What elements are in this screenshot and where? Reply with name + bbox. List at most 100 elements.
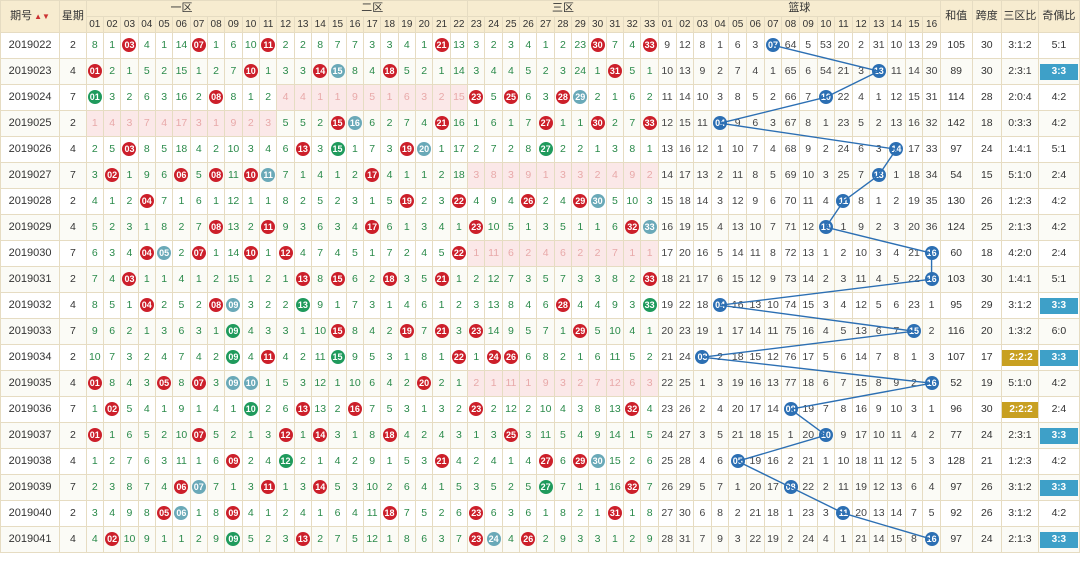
miss-cell: 3	[241, 474, 260, 501]
miss-cell: 4	[415, 240, 434, 267]
miss-count: 3	[508, 39, 514, 51]
ratio3-value: 5:1:0	[1001, 370, 1039, 397]
miss-cell: 3	[189, 110, 208, 137]
miss-count: 5	[282, 117, 289, 129]
miss-count: 3	[386, 143, 393, 155]
miss-cell: 6	[501, 240, 521, 267]
miss-cell: 9	[501, 318, 521, 345]
miss-cell: 5	[484, 474, 503, 501]
ball-cell: 29	[571, 84, 590, 111]
miss-count: 3	[928, 351, 935, 363]
miss-cell: 2	[623, 526, 642, 553]
miss-count: 2	[473, 143, 480, 155]
miss-count: 14	[855, 351, 867, 363]
miss-cell: 6	[816, 370, 836, 397]
miss-count: 2	[734, 507, 741, 519]
miss-count: 8	[594, 403, 601, 415]
miss-cell: 4	[102, 500, 122, 527]
miss-cell: 22	[675, 292, 695, 319]
miss-cell: 12	[605, 370, 625, 397]
miss-count: 3	[438, 403, 445, 415]
red-ball: 23	[469, 402, 484, 417]
miss-count: 8	[317, 39, 324, 51]
miss-count: 5	[403, 65, 410, 77]
miss-cell: 8	[85, 32, 104, 59]
miss-count: 2	[717, 65, 723, 77]
miss-count: 4	[299, 507, 306, 519]
miss-count: 8	[840, 403, 847, 415]
miss-count: 9	[858, 221, 864, 233]
miss-count: 13	[609, 403, 621, 415]
miss-cell: 64	[781, 32, 800, 59]
ball-cell: 04	[710, 110, 730, 137]
miss-cell: 14	[657, 162, 677, 189]
miss-cell: 2	[484, 32, 503, 59]
miss-cell: 7	[519, 110, 538, 137]
ball-cell: 23	[467, 318, 486, 345]
miss-count: 7	[386, 247, 393, 259]
miss-count: 3	[195, 117, 202, 129]
miss-count: 3	[629, 299, 636, 311]
red-ball: 04	[139, 298, 154, 313]
miss-count: 8	[161, 221, 168, 233]
miss-count: 22	[749, 533, 762, 545]
miss-count: 4	[247, 325, 254, 337]
miss-cell: 9	[869, 396, 889, 423]
miss-cell: 19	[763, 526, 783, 553]
miss-count: 1	[247, 91, 254, 103]
miss-count: 11	[767, 325, 779, 337]
miss-count: 2	[161, 429, 168, 441]
ball-cell: 29	[571, 188, 590, 215]
miss-count: 17	[453, 143, 465, 155]
miss-cell: 1	[415, 32, 434, 59]
ball-cell: 21	[432, 448, 451, 475]
miss-count: 1	[91, 455, 98, 467]
ratio3-value: 2:1:3	[1001, 526, 1039, 553]
miss-cell: 3	[241, 292, 260, 319]
miss-count: 2	[577, 507, 584, 519]
ball-cell: 21	[432, 32, 451, 59]
ball-cell: 33	[640, 32, 659, 59]
miss-cell: 2	[154, 58, 174, 85]
miss-cell: 18	[657, 266, 677, 293]
miss-cell: 2	[189, 292, 208, 319]
zone3-col-29: 29	[571, 16, 590, 33]
miss-cell: 2	[710, 344, 730, 371]
miss-count: 5	[490, 91, 497, 103]
miss-count: 5	[629, 351, 636, 363]
miss-count: 11	[890, 429, 902, 441]
miss-count: 3	[734, 533, 741, 545]
ball-cell: 13	[293, 526, 313, 553]
miss-cell: 18	[675, 188, 695, 215]
miss-cell: 5	[415, 500, 434, 527]
miss-count: 5	[542, 273, 549, 285]
miss-count: 2	[858, 39, 864, 51]
miss-count: 3	[334, 429, 341, 441]
miss-count: 11	[732, 169, 744, 181]
miss-cell: 3	[851, 58, 871, 85]
miss-count: 2	[875, 117, 882, 129]
miss-count: 4	[577, 299, 584, 311]
miss-count: 1	[717, 39, 723, 51]
miss-count: 1	[629, 507, 636, 519]
miss-count: 5	[928, 507, 935, 519]
miss-count: 11	[366, 507, 378, 519]
ball-cell: 15	[328, 318, 347, 345]
miss-count: 15	[696, 221, 709, 233]
miss-cell: 3	[397, 266, 417, 293]
miss-cell: 14	[728, 240, 748, 267]
miss-cell: 4	[693, 448, 712, 475]
miss-cell: 2	[851, 32, 871, 59]
miss-count: 3	[282, 65, 289, 77]
miss-count: 31	[872, 39, 885, 51]
ball-cell: 04	[137, 188, 156, 215]
table-row: 2019035 4 01 8 4 3 05 8 07 3 09 10 1 5 3 12 1 10 6 4 2 20 2 1 2 1…	[0, 370, 1080, 397]
miss-cell: 14	[798, 266, 818, 293]
miss-cell: 4	[85, 526, 104, 553]
issue-header[interactable]: 期号 ▲▼	[0, 0, 61, 33]
sort-icon[interactable]: ▲▼	[34, 12, 50, 21]
zone2-col-14: 14	[311, 16, 330, 33]
miss-count: 6	[369, 377, 376, 389]
ball-cell: 02	[102, 396, 122, 423]
miss-cell: 3	[484, 422, 503, 449]
